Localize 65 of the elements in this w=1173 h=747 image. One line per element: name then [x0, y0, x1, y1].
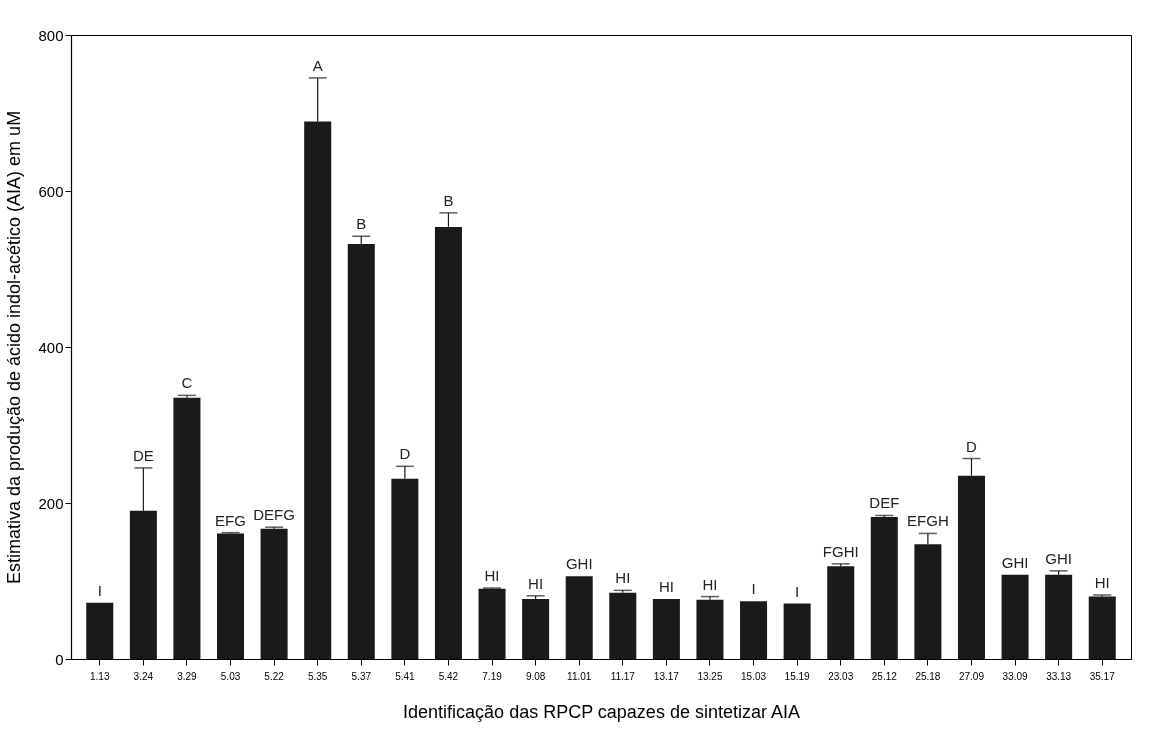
x-tick-label: 5.22	[264, 670, 285, 682]
x-axis-title: Identificação das RPCP capazes de sintetizar AIA	[403, 701, 800, 722]
annotation: GHI	[565, 555, 593, 573]
annotation: HI	[528, 574, 544, 592]
annotation: D	[399, 445, 411, 463]
x-tick-label: 3.24	[133, 670, 154, 682]
x-tick-label: 15.19	[784, 670, 811, 682]
x-tick-label: 9.08	[525, 670, 546, 682]
annotation: B	[356, 215, 367, 233]
annotation: B	[443, 191, 454, 209]
x-tick-label: 5.35	[307, 670, 328, 682]
annotation: DE	[132, 446, 154, 464]
x-tick-label: 33.13	[1046, 670, 1072, 682]
x-tick-label: 35.17	[1089, 670, 1116, 682]
annotation: GHI	[1001, 553, 1029, 571]
annotation: DEF	[869, 494, 900, 512]
bar	[478, 588, 506, 659]
y-tick-label: 200	[38, 494, 64, 512]
x-tick-label: 15.03	[741, 670, 767, 682]
annotation: GHI	[1045, 549, 1072, 567]
x-tick-label: 5.41	[395, 670, 416, 682]
x-tick-label: 3.29	[177, 670, 198, 682]
y-tick-label: 0	[55, 650, 64, 668]
x-tick-label: 25.12	[871, 670, 898, 682]
bar	[783, 603, 811, 659]
annotation: HI	[702, 575, 718, 593]
x-tick-label: 33.09	[1002, 670, 1029, 682]
annotation: D	[966, 437, 978, 455]
annotation: C	[181, 374, 193, 392]
annotation: HI	[615, 569, 631, 587]
x-tick-label: 13.17	[653, 670, 680, 682]
x-tick-label: 11.17	[610, 670, 636, 682]
bar	[1001, 574, 1029, 659]
y-tick-label: 600	[38, 182, 64, 200]
x-tick-label: 5.37	[351, 670, 372, 682]
annotation: HI	[484, 567, 500, 585]
x-tick-label: 11.01	[567, 670, 592, 682]
annotation: I	[97, 581, 102, 599]
annotation: HI	[1094, 574, 1110, 592]
x-tick-label: 7.19	[482, 670, 503, 682]
x-tick-label: 5.03	[220, 670, 241, 682]
annotation: DEFG	[253, 506, 295, 524]
bar	[565, 576, 593, 659]
y-tick-label: 800	[38, 26, 64, 44]
x-tick-label: 13.25	[697, 670, 723, 682]
annotation: I	[751, 580, 756, 598]
x-tick-label: 23.03	[828, 670, 854, 682]
bar	[217, 533, 245, 659]
annotation: I	[795, 582, 800, 600]
bar	[1088, 596, 1116, 659]
annotation: HI	[658, 577, 674, 595]
x-tick-label: 25.18	[915, 670, 941, 682]
annotation: EFG	[215, 511, 246, 529]
y-axis-title: Estimativa da produção de ácido indol-acético (AIA) em uM	[4, 110, 25, 585]
x-tick-label: 5.42	[438, 670, 459, 682]
y-tick-label: 400	[38, 338, 64, 356]
x-tick-label: 27.09	[958, 670, 985, 682]
bar	[652, 598, 680, 659]
annotation: FGHI	[822, 542, 859, 560]
annotation: EFGH	[907, 512, 949, 530]
annotation: A	[312, 56, 323, 74]
bar	[260, 528, 288, 659]
bar	[86, 602, 114, 659]
x-tick-label: 1.13	[90, 670, 110, 682]
bar	[740, 601, 768, 659]
